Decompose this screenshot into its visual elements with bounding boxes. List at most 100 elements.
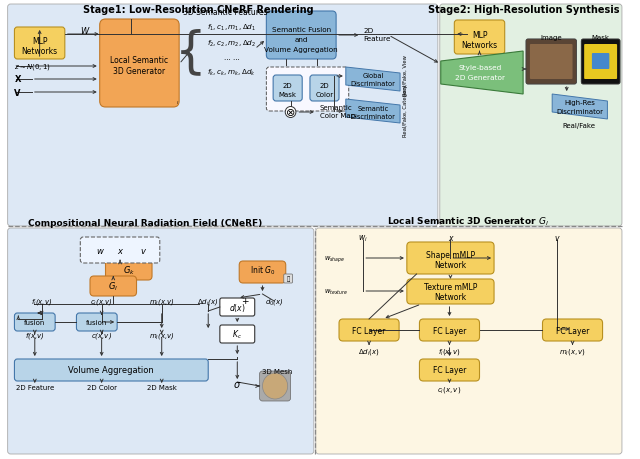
- Text: $\Delta d_i$(x): $\Delta d_i$(x): [197, 297, 219, 306]
- Text: Discriminator: Discriminator: [351, 114, 396, 120]
- Text: $G_k$: $G_k$: [123, 264, 135, 277]
- Text: $_l$: $_l$: [175, 100, 179, 107]
- Text: $c$(x,v): $c$(x,v): [91, 330, 112, 340]
- Text: 2D Feature: 2D Feature: [15, 384, 54, 390]
- FancyBboxPatch shape: [419, 359, 479, 381]
- FancyBboxPatch shape: [15, 28, 65, 60]
- Text: 3D Mesh: 3D Mesh: [262, 368, 292, 374]
- Text: $\sigma$: $\sigma$: [233, 379, 241, 389]
- Text: 3D Semantic Features: 3D Semantic Features: [184, 7, 268, 17]
- Text: Real/Fake, View: Real/Fake, View: [403, 56, 408, 96]
- Text: $\Delta d_i(x)$: $\Delta d_i(x)$: [358, 346, 380, 356]
- Text: $f_k, c_k, m_k, \Delta d_k$: $f_k, c_k, m_k, \Delta d_k$: [207, 68, 256, 78]
- Text: Mask: Mask: [591, 35, 610, 41]
- FancyBboxPatch shape: [273, 76, 302, 102]
- Text: Network: Network: [435, 260, 467, 269]
- Text: $m_i$(x,v): $m_i$(x,v): [149, 330, 175, 340]
- Text: Color: Color: [316, 92, 333, 98]
- FancyBboxPatch shape: [526, 40, 577, 85]
- FancyBboxPatch shape: [530, 45, 573, 80]
- Text: Discriminator: Discriminator: [557, 109, 604, 115]
- FancyBboxPatch shape: [419, 319, 479, 341]
- Text: FC Layer: FC Layer: [353, 326, 386, 335]
- FancyBboxPatch shape: [316, 229, 622, 454]
- FancyBboxPatch shape: [8, 5, 438, 226]
- Text: Stage1: Low-Resolution CNeRF Rendering: Stage1: Low-Resolution CNeRF Rendering: [83, 5, 314, 15]
- FancyBboxPatch shape: [407, 242, 494, 274]
- Text: Volume Aggregation: Volume Aggregation: [68, 366, 154, 375]
- Text: Texture mMLP: Texture mMLP: [424, 283, 477, 292]
- Circle shape: [262, 373, 287, 399]
- Text: W: W: [80, 27, 88, 35]
- Text: $c_i(x,v)$: $c_i(x,v)$: [437, 384, 461, 394]
- Text: $\otimes$: $\otimes$: [285, 107, 296, 118]
- Polygon shape: [346, 100, 400, 124]
- Text: $z \sim N(0,1)$: $z \sim N(0,1)$: [15, 62, 51, 72]
- Text: Init $G_0$: Init $G_0$: [250, 264, 275, 277]
- Text: x: x: [448, 234, 452, 242]
- Text: Semantic Fusion: Semantic Fusion: [271, 27, 331, 33]
- FancyBboxPatch shape: [581, 40, 620, 85]
- FancyBboxPatch shape: [239, 262, 285, 283]
- Text: $w_{shape}$: $w_{shape}$: [324, 254, 346, 265]
- FancyBboxPatch shape: [76, 313, 117, 331]
- FancyBboxPatch shape: [266, 68, 349, 112]
- Polygon shape: [441, 52, 523, 95]
- FancyBboxPatch shape: [100, 20, 179, 108]
- Text: Network: Network: [435, 293, 467, 302]
- Text: Semantic: Semantic: [357, 106, 388, 112]
- Text: Mask: Mask: [278, 92, 297, 98]
- Text: $f_1, c_1, m_1, \Delta d_1$: $f_1, c_1, m_1, \Delta d_1$: [207, 23, 256, 33]
- Text: 3D Generator: 3D Generator: [113, 67, 166, 75]
- FancyBboxPatch shape: [284, 274, 292, 283]
- FancyBboxPatch shape: [440, 5, 622, 226]
- Text: $f$(x,v): $f$(x,v): [25, 330, 45, 340]
- Text: $m_i(x,v)$: $m_i(x,v)$: [559, 346, 586, 356]
- FancyBboxPatch shape: [106, 260, 152, 280]
- Text: v: v: [141, 246, 146, 255]
- FancyBboxPatch shape: [581, 40, 620, 85]
- FancyBboxPatch shape: [220, 298, 255, 316]
- FancyBboxPatch shape: [260, 371, 291, 401]
- Text: w: w: [96, 246, 103, 255]
- Text: Image: Image: [540, 35, 562, 41]
- Text: Networks: Networks: [22, 46, 58, 56]
- Polygon shape: [552, 95, 607, 120]
- Text: FC Layer: FC Layer: [433, 326, 466, 335]
- Text: $d_0$(x): $d_0$(x): [265, 297, 284, 306]
- Text: Local Semantic 3D Generator $G_l$: Local Semantic 3D Generator $G_l$: [387, 215, 548, 228]
- FancyBboxPatch shape: [8, 229, 314, 454]
- Text: Stage2: High-Resolution Synthesis: Stage2: High-Resolution Synthesis: [428, 5, 620, 15]
- Text: and: and: [294, 37, 308, 43]
- FancyBboxPatch shape: [543, 319, 603, 341]
- Circle shape: [285, 107, 296, 118]
- Text: Shape mMLP: Shape mMLP: [426, 250, 475, 259]
- Text: Color Map: Color Map: [319, 113, 355, 119]
- Text: Semantic: Semantic: [319, 105, 353, 111]
- FancyBboxPatch shape: [15, 359, 208, 381]
- Text: FC Layer: FC Layer: [433, 366, 466, 375]
- Text: $f_2, c_2, m_2, \Delta d_2$: $f_2, c_2, m_2, \Delta d_2$: [207, 39, 256, 49]
- Text: $f_i$(x,v): $f_i$(x,v): [31, 297, 52, 306]
- Text: $c_i$(x,v): $c_i$(x,v): [90, 297, 113, 306]
- Text: 2D Color: 2D Color: [86, 384, 116, 390]
- Text: Global: Global: [362, 73, 383, 79]
- Text: $w_i$: $w_i$: [358, 234, 368, 244]
- Text: fusion: fusion: [24, 319, 45, 325]
- Text: MLP: MLP: [32, 36, 47, 45]
- Text: $K_c$: $K_c$: [232, 328, 242, 341]
- Text: Real/Fake: Real/Fake: [563, 123, 596, 129]
- Text: Local Semantic: Local Semantic: [110, 56, 168, 64]
- Text: High-Res: High-Res: [565, 100, 596, 106]
- Text: x: x: [118, 246, 122, 255]
- FancyBboxPatch shape: [454, 21, 505, 55]
- Text: 🔒: 🔒: [287, 275, 291, 281]
- Text: Discriminator: Discriminator: [351, 81, 396, 87]
- Text: $d(x)$: $d(x)$: [229, 302, 246, 313]
- Text: fusion: fusion: [86, 319, 108, 325]
- FancyBboxPatch shape: [90, 276, 136, 297]
- FancyBboxPatch shape: [407, 280, 494, 304]
- Text: Compositional Neural Radiation Field (CNeRF): Compositional Neural Radiation Field (CN…: [28, 218, 262, 228]
- Text: 2D: 2D: [319, 83, 330, 89]
- Text: Feature: Feature: [364, 36, 391, 42]
